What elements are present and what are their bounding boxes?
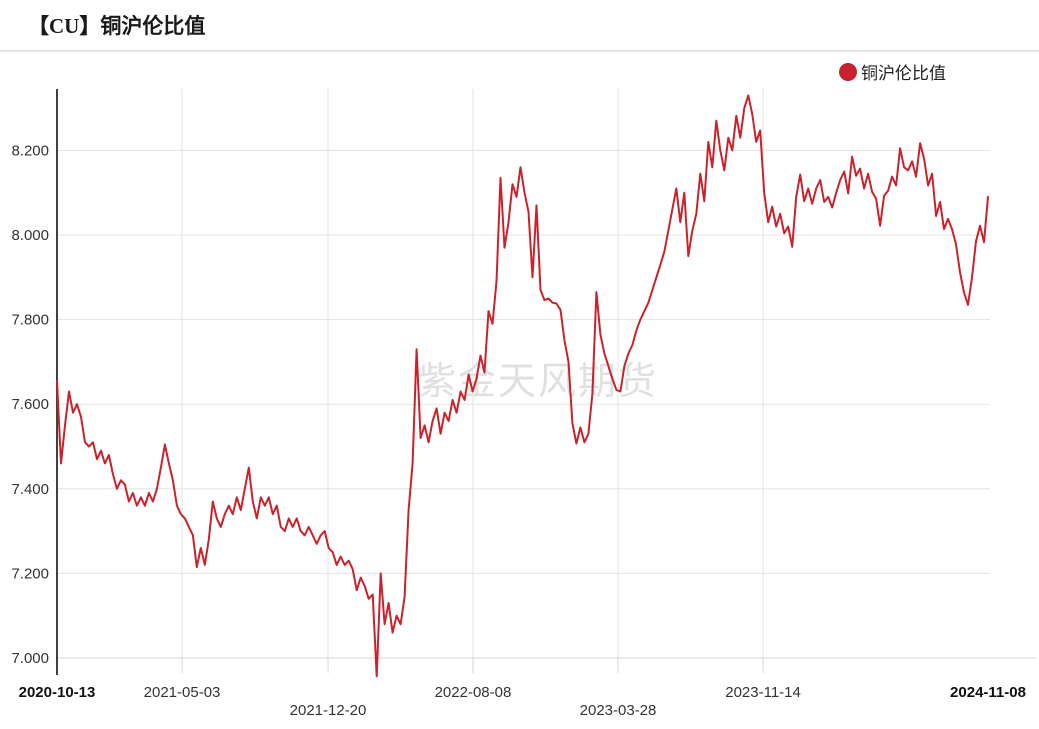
x-axis-label: 2023-11-14 bbox=[725, 684, 801, 701]
x-axis-label: 2020-10-13 bbox=[19, 684, 96, 701]
y-axis-label: 7.400 bbox=[11, 481, 49, 498]
series-layer bbox=[56, 94, 989, 678]
x-axis-label: 2022-08-08 bbox=[435, 684, 512, 701]
legend[interactable]: 铜沪伦比值 bbox=[839, 63, 946, 83]
x-axis-label: 2021-12-20 bbox=[290, 702, 367, 719]
axis-labels: 8.200 8.000 7.800 7.600 7.400 7.200 7.000 2020-… bbox=[11, 142, 1026, 719]
y-axis-label: 7.200 bbox=[11, 565, 49, 582]
y-axis-label: 7.000 bbox=[11, 650, 49, 667]
y-axis-label: 7.600 bbox=[11, 396, 49, 413]
legend-marker-icon[interactable] bbox=[839, 63, 857, 81]
series-line[interactable] bbox=[56, 94, 989, 678]
legend-label[interactable]: 铜沪伦比值 bbox=[861, 64, 946, 83]
watermark: 紫金天风期货 bbox=[418, 361, 658, 403]
x-axis-label: 2023-03-28 bbox=[580, 702, 657, 719]
page-title: 【CU】铜沪伦比值 bbox=[28, 14, 205, 38]
x-axis-label: 2024-11-08 bbox=[950, 684, 1026, 701]
grid-layer bbox=[57, 89, 990, 658]
y-axis-label: 8.200 bbox=[11, 142, 49, 159]
x-axis-label: 2021-05-03 bbox=[144, 684, 221, 701]
y-axis-label: 8.000 bbox=[11, 227, 49, 244]
y-axis-label: 7.800 bbox=[11, 312, 49, 329]
